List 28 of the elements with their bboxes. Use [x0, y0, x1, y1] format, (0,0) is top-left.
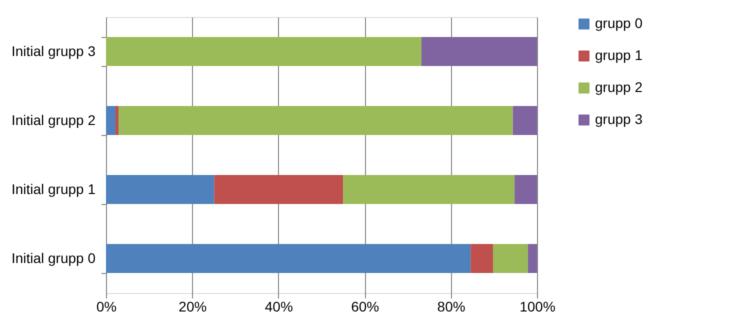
x-tick-label: 80%: [437, 298, 466, 314]
bar: [343, 175, 515, 204]
bar: [493, 244, 528, 273]
x-tick-label: 100%: [520, 298, 556, 314]
bar: [106, 244, 471, 273]
x-tick-label: 60%: [351, 298, 380, 314]
y-tick-label: Initial grupp 1: [11, 181, 96, 197]
bar: [512, 106, 537, 135]
bar: [106, 37, 422, 66]
bar: [528, 244, 537, 273]
x-tick-label: 0%: [96, 298, 117, 314]
bar: [214, 175, 344, 204]
legend-label: grupp 3: [595, 111, 643, 127]
bar: [115, 106, 118, 135]
y-tick-label: Initial grupp 3: [11, 43, 96, 59]
bar: [421, 37, 537, 66]
bar: [106, 106, 116, 135]
x-tick-label: 20%: [178, 298, 207, 314]
bar: [514, 175, 537, 204]
bar: [470, 244, 494, 273]
y-tick-label: Initial grupp 0: [11, 250, 96, 266]
legend-label: grupp 1: [595, 47, 643, 63]
legend-label: grupp 0: [595, 15, 643, 31]
x-tick-label: 40%: [264, 298, 293, 314]
y-tick-label: Initial grupp 2: [11, 112, 96, 128]
bar: [106, 175, 214, 204]
legend-label: grupp 2: [595, 79, 643, 95]
bar: [118, 106, 513, 135]
